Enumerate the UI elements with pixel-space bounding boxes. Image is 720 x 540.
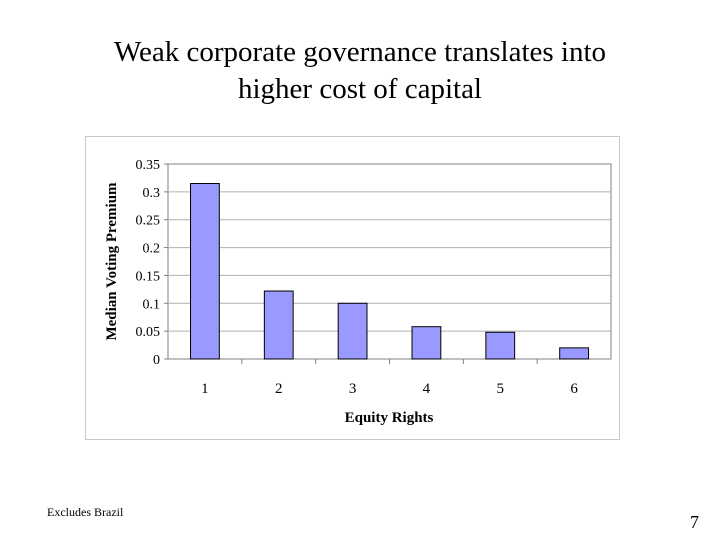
y-tick-label: 0 [153,353,160,368]
y-axis-label: Median Voting Premium [104,182,120,341]
x-tick-label: 6 [570,381,578,397]
y-tick-label: 0.1 [143,297,161,312]
slide-title: Weak corporate governance translates int… [0,34,720,108]
bar-2 [263,290,294,360]
x-axis-label: Equity Rights [345,410,434,426]
bars [190,183,589,360]
y-tick-label: 0.35 [136,158,161,173]
bar-4 [411,326,442,360]
bar-chart: 0 0.05 0.1 0.15 0.2 0.25 0.3 0.35 1 2 3 4 5 6 Equity… [104,158,612,426]
slide-title-line-1: Weak corporate governance translates int… [113,36,607,68]
gridlines [164,163,611,360]
bar-3 [337,302,368,360]
chart-panel: 0 0.05 0.1 0.15 0.2 0.25 0.3 0.35 1 2 3 4 5 6 Equity… [85,136,620,440]
y-tick-label: 0.2 [143,242,161,257]
slide-title-line-2: higher cost of capital [238,73,482,105]
y-tick-label: 0.05 [136,325,161,340]
bar-5 [485,331,516,360]
x-tick-label: 3 [349,381,357,397]
footnote: Excludes Brazil [47,505,124,519]
y-tick-labels: 0 0.05 0.1 0.15 0.2 0.25 0.3 0.35 [136,158,161,368]
y-tick-label: 0.25 [136,214,161,229]
bar-6 [559,347,589,360]
x-tick-label: 2 [275,381,283,397]
x-tick-label: 1 [201,381,209,397]
y-tick-label: 0.3 [143,186,161,201]
bar-1 [190,183,220,360]
plot-area [167,163,612,360]
y-tick-label: 0.15 [136,269,161,284]
x-tick-label: 5 [497,381,505,397]
x-tick-labels: 1 2 3 4 5 6 [201,359,578,397]
page-number: 7 [690,512,699,532]
x-tick-label: 4 [423,381,431,397]
